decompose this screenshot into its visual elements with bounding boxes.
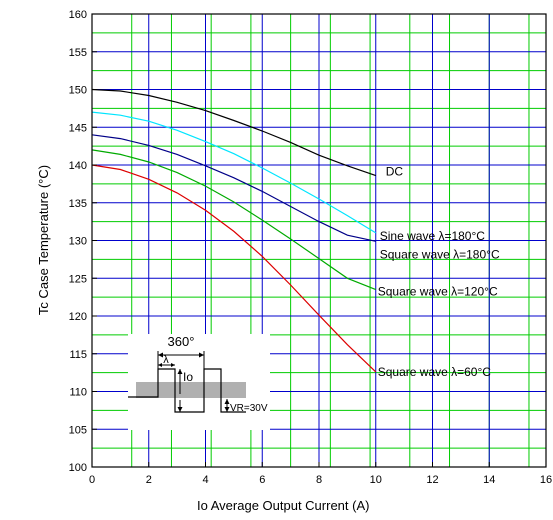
y-tick-label: 150 [69, 85, 87, 97]
inset-vr-arrowhead-bottom [224, 407, 230, 412]
series-annotation-4: Square wave λ=60°C [378, 365, 492, 379]
x-tick-label: 14 [483, 474, 495, 486]
series-annotation-1: Sine wave λ=180°C [380, 229, 486, 243]
y-axis-label: Tc Case Temperature (°C) [36, 165, 51, 315]
x-tick-label: 2 [146, 474, 152, 486]
waveform-inset: 360° λ Io VR=30V [128, 334, 270, 430]
inset-period-arrowhead-left [158, 352, 163, 358]
y-tick-label: 160 [69, 9, 87, 21]
y-tick-label: 130 [69, 236, 87, 248]
inset-waveform [128, 368, 246, 413]
labels-layer: Io Average Output Current (A) Tc Case Tem… [36, 165, 500, 513]
inset-gray-band [136, 382, 246, 398]
series-annotation-2: Square wave λ=180°C [380, 247, 500, 261]
inset-period-arrowhead-right [199, 352, 204, 358]
series-line-0 [91, 88, 376, 177]
y-tick-label: 110 [69, 387, 87, 399]
y-tick-label: 125 [69, 273, 87, 285]
x-tick-label: 6 [259, 474, 265, 486]
series-line-4 [91, 164, 377, 373]
y-tick-label: 140 [69, 160, 87, 172]
inset-lambda-arrowhead-left [158, 363, 162, 367]
x-tick-label: 12 [426, 474, 438, 486]
series-line-3 [91, 149, 377, 291]
y-tick-label: 105 [69, 424, 87, 436]
x-tick-label: 4 [202, 474, 208, 486]
ticks-layer: 0 2 4 6 8 10 12 14 16 100 105 110 115 120 125 130 135 140… [69, 9, 552, 486]
x-tick-label: 0 [89, 474, 95, 486]
x-axis-label: Io Average Output Current (A) [197, 498, 369, 513]
x-tick-label: 8 [316, 474, 322, 486]
inset-lambda-arrowhead-right [171, 363, 175, 367]
series-layer [91, 88, 377, 373]
inset-io-arrowhead-top [177, 369, 183, 374]
inset-vr-arrowhead-top [224, 399, 230, 404]
y-tick-label: 120 [69, 311, 87, 323]
x-tick-label: 10 [370, 474, 382, 486]
series-line-1 [91, 111, 377, 234]
y-tick-label: 115 [69, 349, 87, 361]
y-tick-label: 145 [69, 122, 87, 134]
x-tick-label: 16 [540, 474, 552, 486]
y-tick-label: 135 [69, 198, 87, 210]
inset-period-label: 360° [168, 334, 195, 349]
inset-vr-label: VR=30V [230, 403, 268, 414]
series-annotation-0: DC [386, 165, 404, 179]
inset-io-label: Io [183, 370, 193, 384]
inset-lambda-label: λ [163, 354, 169, 366]
series-annotation-3: Square wave λ=120°C [378, 285, 498, 299]
y-tick-label: 155 [69, 47, 87, 59]
y-tick-label: 100 [69, 462, 87, 474]
series-line-2 [91, 134, 376, 242]
